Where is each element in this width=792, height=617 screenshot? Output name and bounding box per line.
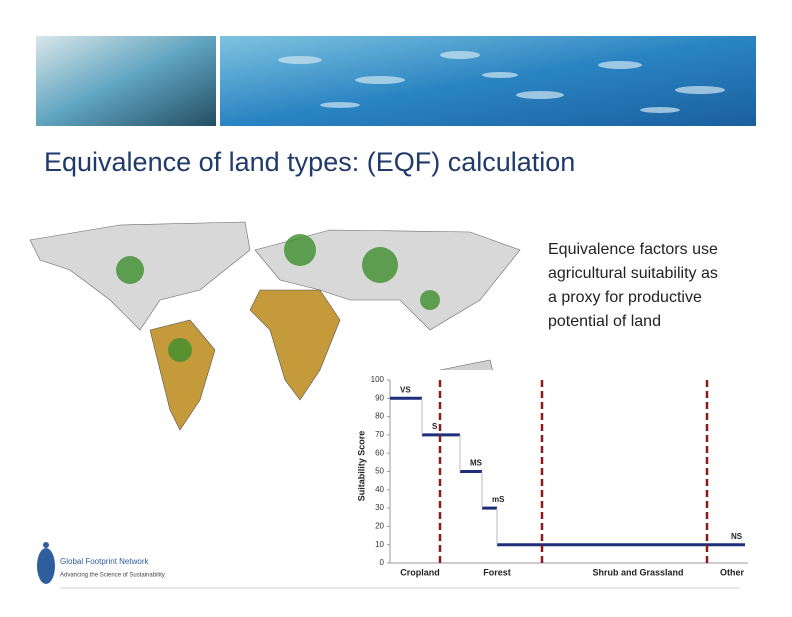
banner-image-boats <box>36 36 216 126</box>
level-label: mS <box>492 495 505 504</box>
y-tick-label: 0 <box>380 558 385 567</box>
level-label: MS <box>470 459 483 468</box>
logo-tagline: Advancing the Science of Sustainability <box>60 573 165 579</box>
x-category-label: Cropland <box>400 567 440 577</box>
y-tick-label: 30 <box>375 503 384 512</box>
y-tick-label: 100 <box>371 375 385 384</box>
level-label: VS <box>400 385 411 394</box>
x-category-label: Forest <box>483 567 511 577</box>
y-tick-label: 50 <box>375 467 384 476</box>
slide-title: Equivalence of land types: (EQF) calcula… <box>44 147 575 177</box>
fish-pattern <box>278 51 725 113</box>
level-label: S <box>432 422 438 431</box>
y-tick-label: 70 <box>375 430 384 439</box>
world-map <box>12 218 522 468</box>
y-tick-label: 90 <box>375 393 384 402</box>
step-chart: Suitability Score 0 10 20 30 40 50 60 70 80 90 100… <box>352 370 752 585</box>
y-tick-label: 60 <box>375 448 384 457</box>
x-category-label: Shrub and Grassland <box>592 567 683 577</box>
x-category-label: Other <box>720 567 745 577</box>
y-tick-label: 20 <box>375 522 384 531</box>
text-line: potential of land <box>548 313 661 330</box>
y-tick-label: 10 <box>375 540 384 549</box>
logo: Global Footprint Network Advancing the S… <box>37 542 740 589</box>
bullet-text: Equivalence factors use agricultural sui… <box>548 241 718 330</box>
banner-image-fish <box>220 36 756 126</box>
text-line: Equivalence factors use <box>548 241 718 258</box>
text-line: a proxy for productive <box>548 289 702 306</box>
y-axis-label: Suitability Score <box>356 431 366 502</box>
level-label: NS <box>731 532 743 541</box>
logo-name: Global Footprint Network <box>60 557 149 566</box>
y-tick-label: 80 <box>375 412 384 421</box>
text-line: agricultural suitability as <box>548 265 718 282</box>
y-tick-label: 40 <box>375 485 384 494</box>
